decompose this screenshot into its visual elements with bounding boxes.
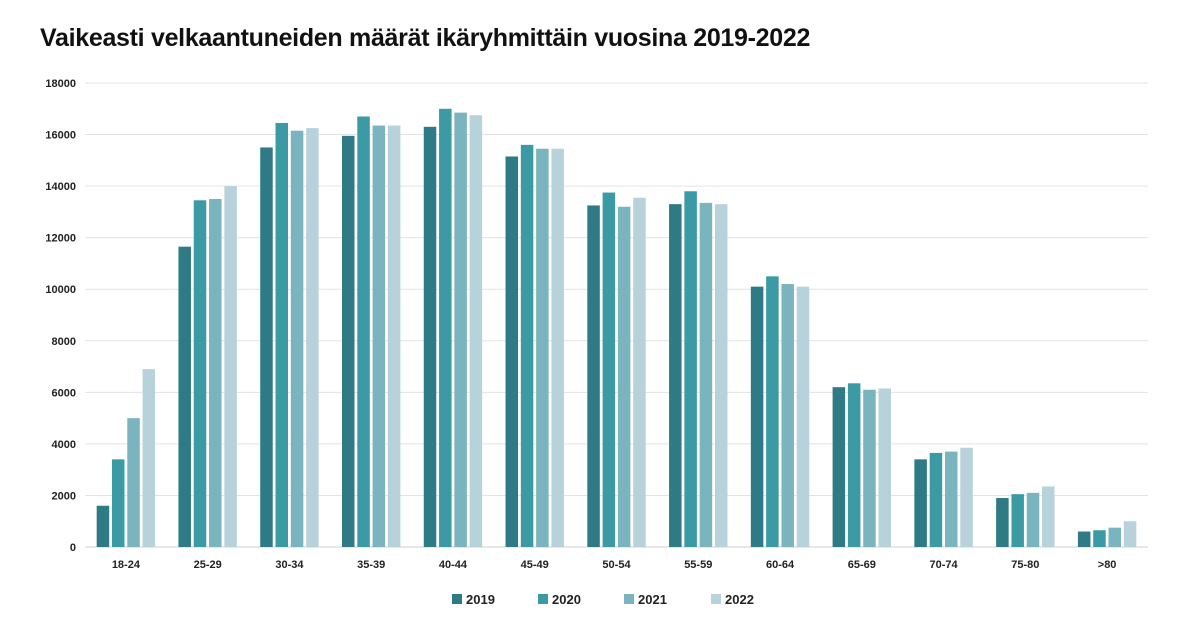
bar-2019-75-80 — [996, 498, 1009, 547]
y-tick-label: 12000 — [45, 233, 76, 245]
bar-2019-35-39 — [341, 135, 355, 547]
bar-2021-30-34 — [290, 130, 304, 547]
chart-title: Vaikeasti velkaantuneiden määrät ikäryhm… — [40, 24, 811, 52]
x-tick-label: 65-69 — [848, 559, 876, 571]
bar-2020-75-80 — [1011, 494, 1024, 547]
bar-2019-25-29 — [178, 246, 191, 547]
legend-swatch-2019 — [452, 594, 462, 604]
legend-swatch-2020 — [538, 594, 548, 604]
bar-2021-65-69 — [863, 389, 876, 547]
y-tick-label: 8000 — [52, 336, 76, 348]
y-tick-label: 18000 — [45, 78, 76, 90]
bar-2022-30-34 — [306, 128, 319, 547]
legend-label: 2019 — [466, 592, 495, 607]
bar-2022-18-24 — [142, 369, 156, 547]
y-tick-label: 4000 — [52, 439, 76, 451]
legend-label: 2020 — [552, 592, 581, 607]
bar-2022-40-44 — [469, 115, 483, 547]
bar-2022-70-74 — [960, 447, 973, 547]
x-tick-label: >80 — [1098, 559, 1117, 571]
legend-label: 2021 — [638, 592, 667, 607]
legend-swatch-2022 — [711, 594, 721, 604]
bar-2021-25-29 — [209, 199, 222, 547]
y-tick-label: 2000 — [52, 490, 76, 502]
bars — [96, 108, 1137, 548]
x-tick-label: 45-49 — [521, 559, 549, 571]
bar-2022-45-49 — [551, 148, 564, 547]
bar-2019-30-34 — [260, 147, 273, 547]
bar-2019-45-49 — [505, 156, 519, 547]
x-tick-label: 25-29 — [194, 559, 222, 571]
bar-2020-30-34 — [275, 122, 289, 547]
bar-2020-60-64 — [766, 276, 779, 547]
bar-2021-75-80 — [1026, 492, 1040, 547]
x-tick-label: 70-74 — [930, 559, 959, 571]
bar-2021-45-49 — [536, 148, 549, 547]
bar-2021->80 — [1108, 527, 1122, 547]
legend-label: 2022 — [725, 592, 754, 607]
bar-2022-25-29 — [224, 186, 237, 547]
gridlines — [85, 82, 1148, 548]
x-tick-label: 18-24 — [112, 559, 141, 571]
y-tick-label: 0 — [70, 542, 76, 554]
x-tick-label: 30-34 — [275, 559, 304, 571]
bar-2019-50-54 — [587, 205, 600, 547]
x-axis: 18-24 25-29 30-34 35-39 40-44 45-49 50-54 55-59… — [112, 559, 1117, 571]
x-tick-label: 50-54 — [602, 559, 631, 571]
bar-2020-70-74 — [929, 452, 943, 547]
x-tick-label: 60-64 — [766, 559, 795, 571]
legend: 2019 2020 2021 2022 — [452, 592, 754, 607]
bar-2019-40-44 — [423, 126, 437, 548]
bar-2021-35-39 — [372, 125, 386, 548]
bar-2022-35-39 — [387, 125, 401, 548]
y-tick-label: 10000 — [45, 284, 76, 296]
bar-2022-55-59 — [714, 204, 728, 547]
bar-2022->80 — [1123, 521, 1137, 547]
y-tick-label: 16000 — [45, 130, 76, 142]
bar-2019->80 — [1077, 531, 1091, 547]
bar-2019-65-69 — [832, 387, 846, 547]
bar-2021-50-54 — [617, 206, 631, 547]
bar-2020-35-39 — [357, 116, 370, 547]
bar-2020-40-44 — [439, 108, 452, 548]
bar-2020-65-69 — [847, 383, 861, 547]
bar-2022-65-69 — [878, 388, 892, 547]
y-tick-label: 6000 — [52, 387, 76, 399]
x-tick-label: 55-59 — [684, 559, 712, 571]
bar-2022-75-80 — [1042, 486, 1055, 547]
bar-2022-60-64 — [796, 286, 810, 547]
legend-swatch-2021 — [624, 594, 634, 604]
y-axis: 0 2000 4000 6000 8000 10000 12000 14000 16000 180… — [45, 78, 76, 554]
bar-2020-45-49 — [520, 144, 534, 547]
x-tick-label: 40-44 — [439, 559, 468, 571]
x-tick-label: 75-80 — [1011, 559, 1039, 571]
bar-2021-55-59 — [699, 202, 713, 547]
bar-2020->80 — [1093, 530, 1106, 547]
bar-2021-70-74 — [944, 451, 958, 547]
y-tick-label: 14000 — [45, 181, 76, 193]
bar-2022-50-54 — [633, 197, 646, 547]
bar-2019-55-59 — [669, 204, 682, 547]
bar-2020-50-54 — [602, 192, 616, 548]
bar-2021-40-44 — [454, 112, 467, 548]
bar-2019-18-24 — [96, 505, 110, 547]
x-tick-label: 35-39 — [357, 559, 385, 571]
bar-2020-55-59 — [684, 191, 697, 547]
bar-2020-25-29 — [193, 200, 207, 548]
bar-2019-60-64 — [750, 286, 764, 547]
bar-2019-70-74 — [914, 459, 927, 547]
bar-2020-18-24 — [111, 459, 125, 547]
bar-2021-60-64 — [781, 284, 794, 547]
bar-2021-18-24 — [127, 418, 140, 547]
